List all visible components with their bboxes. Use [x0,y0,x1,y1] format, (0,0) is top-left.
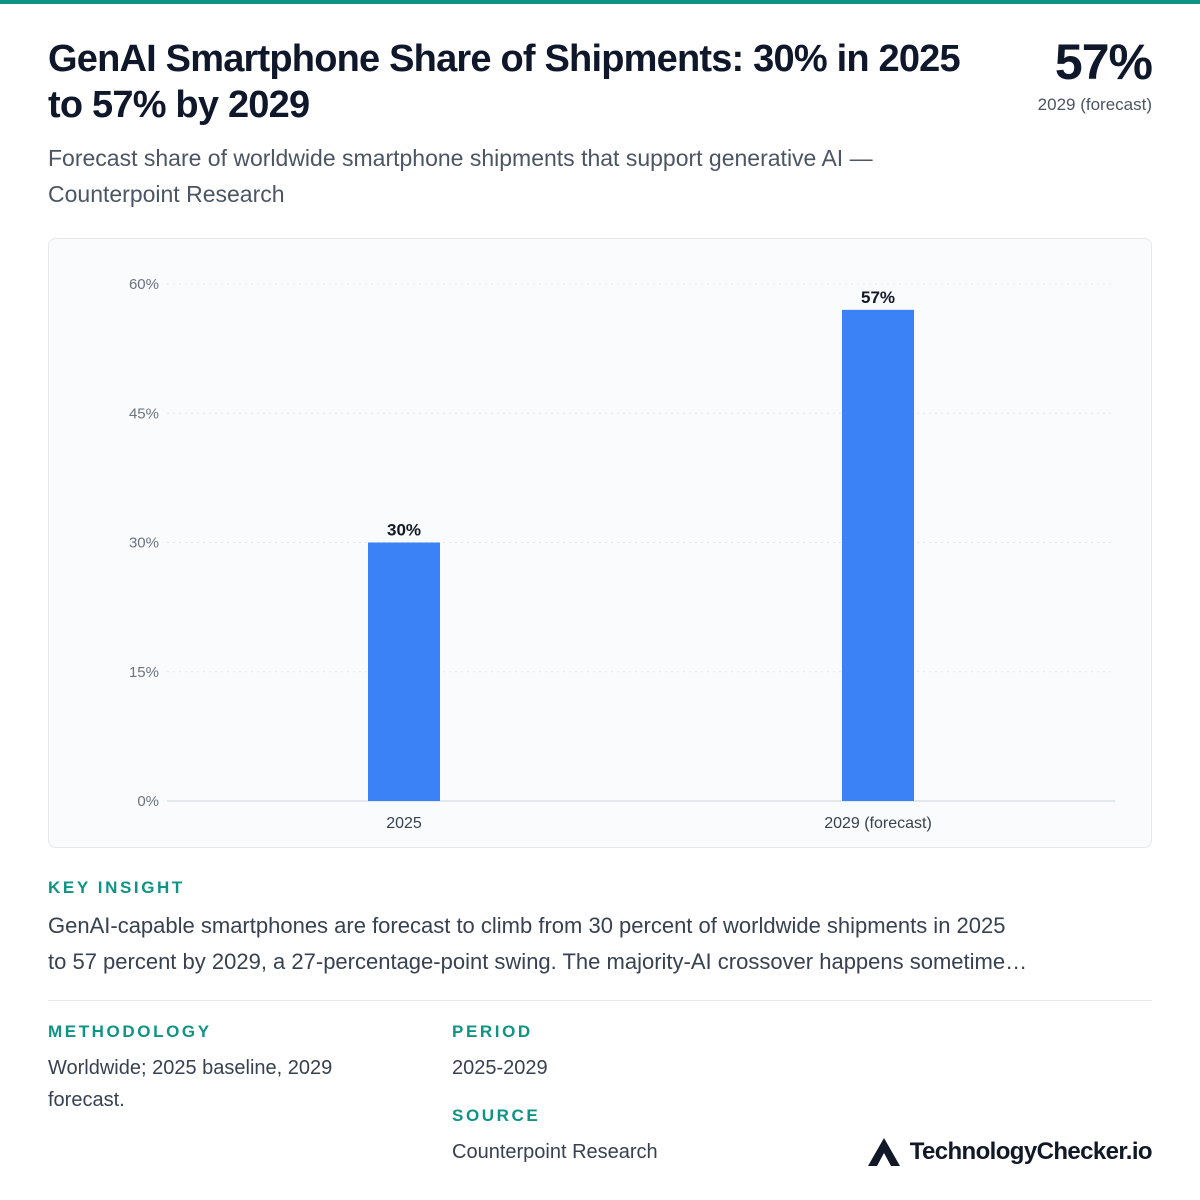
period-value: 2025-2029 [452,1057,548,1079]
insight-line-2: to 57 percent by 2029, a 27-percentage-p… [48,949,1028,974]
bar-value-label: 57% [861,288,895,307]
bar-value-label: 30% [387,521,421,540]
chart-card: 0% 15% 30% 45% 60% 30% 2025 57% 2029 (forecast) [48,238,1152,848]
page-subtitle: Forecast share of worldwide smartphone s… [48,145,873,207]
kpi-label: 2029 (forecast) [1037,95,1152,114]
section-divider [48,1000,1152,1001]
kpi-value: 57% [1054,34,1153,90]
methodology-text: Worldwide; 2025 baseline, 2029 forecast. [48,1052,408,1116]
y-tick-label: 45% [129,405,159,422]
period-label: PERIOD [452,1022,533,1041]
brand-name: TechnologyChecker.io [909,1138,1153,1165]
page-title: GenAI Smartphone Share of Shipments: 30%… [48,38,961,126]
source-value: Counterpoint Research [452,1141,658,1163]
y-tick-label: 15% [129,664,159,681]
y-tick-label: 0% [137,793,159,810]
brand-logo: TechnologyChecker.io [866,1136,1153,1168]
x-tick-label: 2029 (forecast) [824,815,932,832]
insight-line-1: GenAI-capable smartphones are forecast t… [48,913,1006,938]
methodology-line-2: forecast. [48,1089,125,1111]
y-tick-label: 30% [129,535,159,552]
insight-label: KEY INSIGHT [48,878,185,897]
bar [368,542,440,801]
methodology-line-1: Worldwide; 2025 baseline, 2029 [48,1057,333,1079]
x-tick-label: 2025 [386,815,422,832]
insight-text: GenAI-capable smartphones are forecast t… [48,908,1152,980]
bar-chart: 0% 15% 30% 45% 60% 30% 2025 57% 2029 (forecast) [129,276,1115,832]
bar [842,309,914,801]
top-accent-rule [0,0,1200,4]
methodology-label: METHODOLOGY [48,1022,212,1041]
source-label: SOURCE [452,1106,541,1125]
y-tick-label: 60% [129,276,159,293]
triangle-logo-icon [867,1138,900,1166]
